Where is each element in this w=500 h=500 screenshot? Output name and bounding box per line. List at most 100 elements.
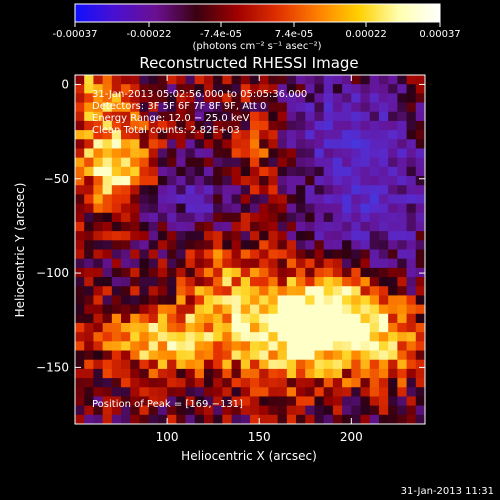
heatmap-cell — [397, 157, 407, 168]
heatmap-cell — [268, 405, 279, 416]
heatmap-cell — [250, 102, 260, 113]
heatmap-cell — [296, 414, 306, 425]
heatmap-cell — [111, 111, 122, 122]
heatmap-cell — [296, 304, 306, 315]
heatmap-cell — [121, 313, 131, 324]
heatmap-cell — [397, 166, 407, 177]
heatmap-cell — [231, 111, 242, 122]
heatmap-cell — [130, 304, 140, 315]
heatmap-cell — [268, 166, 279, 177]
heatmap-cell — [157, 166, 168, 177]
heatmap-cell — [277, 157, 288, 168]
heatmap-cell — [268, 203, 279, 214]
heatmap-cell — [240, 148, 251, 159]
heatmap-cell — [286, 304, 297, 315]
heatmap-cell — [139, 148, 150, 159]
heatmap-cell — [148, 286, 159, 296]
heatmap-cell — [185, 405, 196, 416]
heatmap-cell — [139, 350, 150, 361]
heatmap-cell — [139, 240, 150, 250]
heatmap-cell — [176, 176, 186, 186]
heatmap-cell — [231, 157, 242, 168]
heatmap-cell — [406, 286, 417, 296]
heatmap-cell — [397, 221, 407, 232]
heatmap-cell — [397, 414, 407, 425]
heatmap-cell — [130, 93, 140, 103]
heatmap-cell — [84, 249, 94, 260]
heatmap-cell — [167, 84, 177, 94]
heatmap-cell — [397, 176, 407, 186]
heatmap-cell — [222, 93, 232, 103]
heatmap-cell — [286, 359, 297, 370]
heatmap-cell — [121, 286, 131, 296]
heatmap-cell — [314, 176, 325, 186]
heatmap-cell — [111, 148, 122, 159]
heatmap-cell — [176, 341, 186, 351]
heatmap-cell — [268, 350, 279, 361]
heatmap-cell — [415, 304, 426, 315]
heatmap-cell — [277, 93, 288, 103]
heatmap-cell — [277, 368, 288, 379]
heatmap-cell — [213, 148, 223, 159]
heatmap-cell — [415, 221, 426, 232]
heatmap-cell — [406, 75, 417, 85]
heatmap-cell — [406, 231, 417, 241]
heatmap-cell — [415, 396, 426, 407]
heatmap-cell — [277, 130, 288, 140]
heatmap-cell — [139, 176, 150, 186]
heatmap-cell — [250, 221, 260, 232]
heatmap-cell — [130, 84, 140, 94]
heatmap-cell — [240, 93, 251, 103]
heatmap-cell — [296, 350, 306, 361]
heatmap-cell — [250, 240, 260, 250]
heatmap-cell — [296, 313, 306, 324]
heatmap-cell — [323, 231, 334, 241]
heatmap-cell — [222, 84, 232, 94]
chart-title: Reconstructed RHESSI Image — [139, 54, 358, 72]
heatmap-cell — [111, 120, 122, 131]
heatmap-cell — [296, 221, 306, 232]
heatmap-cell — [342, 286, 352, 296]
heatmap-cell — [185, 102, 196, 113]
heatmap-cell — [93, 350, 104, 361]
heatmap-cell — [286, 102, 297, 113]
heatmap-cell — [203, 267, 214, 278]
heatmap-cell — [378, 75, 389, 85]
heatmap-cell — [102, 75, 113, 85]
heatmap-cell — [176, 378, 186, 388]
heatmap-cell — [203, 313, 214, 324]
heatmap-cell — [240, 378, 251, 388]
heatmap-cell — [397, 93, 407, 103]
heatmap-cell — [148, 185, 159, 195]
heatmap-cell — [194, 157, 205, 168]
colorbar-gradient — [74, 3, 441, 23]
heatmap-cell — [139, 249, 150, 260]
heatmap-cell — [378, 286, 389, 296]
heatmap-cell — [286, 166, 297, 177]
heatmap-cell — [305, 359, 315, 370]
heatmap-cell — [139, 194, 150, 204]
heatmap-cell — [194, 185, 205, 195]
heatmap-cell — [203, 176, 214, 186]
heatmap-cell — [415, 212, 426, 223]
heatmap-cell — [406, 185, 417, 195]
heatmap-cell — [222, 277, 232, 287]
heatmap-cell — [157, 139, 168, 149]
heatmap-cell — [296, 322, 306, 333]
heatmap-cell — [213, 130, 223, 140]
heatmap-cell — [148, 249, 159, 260]
heatmap-cell — [167, 249, 177, 260]
heatmap-cell — [93, 295, 104, 305]
heatmap-cell — [415, 157, 426, 168]
heatmap-cell — [397, 194, 407, 204]
heatmap-cell — [139, 221, 150, 232]
heatmap-cell — [351, 249, 361, 260]
heatmap-cell — [222, 102, 232, 113]
heatmap-cell — [332, 286, 343, 296]
heatmap-cell — [121, 120, 131, 131]
heatmap-cell — [378, 368, 389, 379]
heatmap-cell — [415, 231, 426, 241]
heatmap-cell — [277, 277, 288, 287]
heatmap-cell — [176, 93, 186, 103]
heatmap-cell — [84, 84, 94, 94]
